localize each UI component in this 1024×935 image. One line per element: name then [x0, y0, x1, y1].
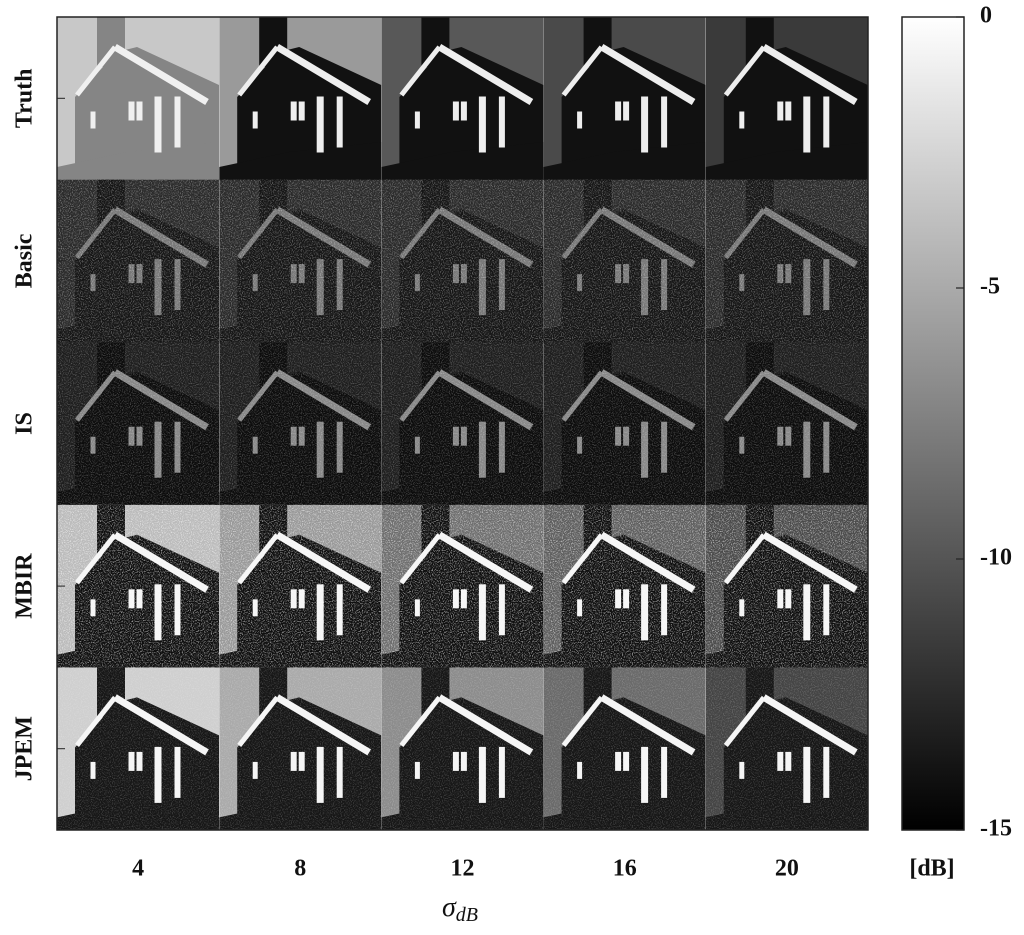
speckle-noise — [544, 505, 707, 669]
image-cell — [381, 667, 544, 831]
image-cell — [381, 505, 544, 669]
image-cell — [57, 17, 220, 181]
colorbar-tick-label: -15 — [980, 816, 1012, 842]
column-label: 8 — [294, 856, 306, 882]
image-cell — [57, 505, 220, 669]
image-cell — [544, 667, 707, 831]
speckle-noise — [219, 342, 382, 506]
image-cell — [219, 505, 382, 669]
speckle-noise — [544, 342, 707, 506]
speckle-noise — [544, 180, 707, 344]
image-cell — [57, 342, 220, 506]
image-cell — [219, 180, 382, 344]
speckle-noise — [381, 180, 544, 344]
row-label: JPEM — [12, 716, 38, 781]
image-cell — [219, 342, 382, 506]
image-cell — [219, 667, 382, 831]
image-cell — [544, 17, 707, 181]
image-cell — [381, 342, 544, 506]
speckle-noise — [219, 180, 382, 344]
speckle-noise — [706, 342, 869, 506]
colorbar-unit: [dB] — [909, 856, 954, 882]
speckle-noise — [381, 342, 544, 506]
row-label: IS — [12, 412, 38, 435]
image-cell — [381, 180, 544, 344]
image-cell — [706, 180, 869, 344]
image-cell — [544, 342, 707, 506]
row-label: Basic — [12, 233, 38, 288]
speckle-noise — [57, 342, 220, 506]
row-label: Truth — [12, 69, 38, 129]
column-label: 4 — [132, 856, 144, 882]
image-grid — [57, 17, 869, 831]
speckle-noise — [706, 180, 869, 344]
image-cell — [706, 667, 869, 831]
speckle-noise — [219, 667, 382, 831]
figure: [dB] σdB Truth Basic IS MBIR JPEM 4 8 12 16 20 0 -5… — [0, 0, 1024, 930]
speckle-noise — [57, 505, 220, 669]
image-cell — [57, 667, 220, 831]
image-cell — [219, 17, 382, 181]
speckle-noise — [219, 505, 382, 669]
speckle-noise — [57, 667, 220, 831]
image-cell — [381, 17, 544, 181]
x-label-symbol: σ — [442, 892, 457, 923]
speckle-noise — [706, 667, 869, 831]
column-label: 16 — [613, 856, 637, 882]
speckle-noise — [544, 667, 707, 831]
speckle-noise — [381, 667, 544, 831]
colorbar-tick-label: 0 — [980, 3, 992, 29]
x-axis-label: σdB — [442, 892, 478, 925]
colorbar-tick-label: -10 — [980, 545, 1012, 571]
column-label: 12 — [451, 856, 475, 882]
row-label: MBIR — [12, 553, 38, 619]
colorbar — [902, 17, 964, 830]
page: {"rows": ["Truth", "Basic", "IS", "MBIR"… — [0, 0, 1024, 935]
image-cell — [544, 505, 707, 669]
image-cell — [706, 17, 869, 181]
speckle-noise — [57, 180, 220, 344]
speckle-noise — [706, 505, 869, 669]
x-label-subscript: dB — [456, 904, 478, 926]
image-cell — [706, 505, 869, 669]
colorbar-tick-label: -5 — [980, 274, 1000, 300]
image-cell — [57, 180, 220, 344]
speckle-noise — [381, 505, 544, 669]
image-cell — [706, 342, 869, 506]
image-cell — [544, 180, 707, 344]
column-label: 20 — [775, 856, 799, 882]
